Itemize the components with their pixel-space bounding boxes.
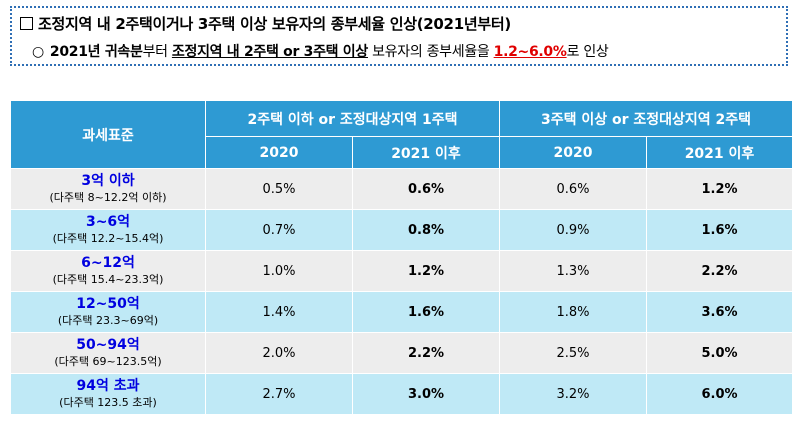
tax-band: 50~94억 xyxy=(76,337,140,354)
tax-band: 12~50억 xyxy=(76,296,140,313)
rate-g2-2021: 1.2% xyxy=(646,168,793,210)
tax-band-multi: (다주택 123.5 초과) xyxy=(59,395,157,409)
notice-description: ○ 2021년 귀속분부터 조정지역 내 2주택 or 3주택 이상 보유자의 종… xyxy=(32,41,609,61)
rate-g2-2020: 3.2% xyxy=(499,373,647,415)
table-row: 94억 초과 (다주택 123.5 초과) 2.7% 3.0% 3.2% 6.0% xyxy=(10,373,793,415)
notice-text-rate: 보유자의 종부세율을 xyxy=(367,44,494,60)
rate-g1-2021: 0.6% xyxy=(352,168,500,210)
table-row: 3억 이하 (다주택 8~12.2억 이하) 0.5% 0.6% 0.6% 1.2… xyxy=(10,168,793,210)
rate-g2-2021: 1.6% xyxy=(646,209,793,251)
notice-rate-range: 1.2~6.0% xyxy=(493,44,567,60)
tax-band-multi: (다주택 8~12.2억 이하) xyxy=(49,190,167,204)
tax-band-cell: 12~50억 (다주택 23.3~69억) xyxy=(10,291,206,333)
rate-g2-2021: 2.2% xyxy=(646,250,793,292)
header-group-2: 3주택 이상 or 조정대상지역 2주택 xyxy=(499,100,793,137)
rate-g1-2021: 3.0% xyxy=(352,373,500,415)
rate-g2-2020: 0.6% xyxy=(499,168,647,210)
rate-g2-2020: 1.8% xyxy=(499,291,647,333)
notice-title-text: 조정지역 내 2주택이거나 3주택 이상 보유자의 종부세율 인상(2021년부… xyxy=(38,15,511,33)
table-row: 6~12억 (다주택 15.4~23.3억) 1.0% 1.2% 1.3% 2.2… xyxy=(10,250,793,292)
tax-band-cell: 50~94억 (다주택 69~123.5억) xyxy=(10,332,206,374)
tax-band-cell: 3~6억 (다주택 12.2~15.4억) xyxy=(10,209,206,251)
rate-g2-2020: 1.3% xyxy=(499,250,647,292)
notice-text-from: 부터 xyxy=(142,44,172,60)
notice-target: 조정지역 내 2주택 or 3주택 이상 xyxy=(171,44,368,60)
table-row: 3~6억 (다주택 12.2~15.4억) 0.7% 0.8% 0.9% 1.6% xyxy=(10,209,793,251)
tax-band: 94억 초과 xyxy=(76,378,140,395)
rate-g1-2020: 0.5% xyxy=(205,168,353,210)
tax-band-cell: 6~12억 (다주택 15.4~23.3억) xyxy=(10,250,206,292)
notice-box: 조정지역 내 2주택이거나 3주택 이상 보유자의 종부세율 인상(2021년부… xyxy=(10,6,788,66)
checkbox-square-icon xyxy=(20,17,33,30)
rate-g1-2020: 2.7% xyxy=(205,373,353,415)
tax-band-multi: (다주택 15.4~23.3억) xyxy=(52,272,164,286)
tax-band-multi: (다주택 23.3~69억) xyxy=(57,313,159,327)
rate-g1-2020: 1.4% xyxy=(205,291,353,333)
rate-g2-2021: 5.0% xyxy=(646,332,793,374)
tax-band: 3~6억 xyxy=(85,214,131,231)
bullet-circle: ○ xyxy=(32,44,44,60)
rate-g2-2020: 2.5% xyxy=(499,332,647,374)
rate-g2-2020: 0.9% xyxy=(499,209,647,251)
tax-band-multi: (다주택 69~123.5억) xyxy=(54,354,162,368)
rate-g1-2021: 1.6% xyxy=(352,291,500,333)
rate-g1-2021: 0.8% xyxy=(352,209,500,251)
tax-rate-table: 과세표준 2주택 이하 or 조정대상지역 1주택 3주택 이상 or 조정대상… xyxy=(10,100,793,415)
tax-band: 6~12억 xyxy=(81,255,135,272)
header-tax-base: 과세표준 xyxy=(10,100,206,169)
notice-title: 조정지역 내 2주택이거나 3주택 이상 보유자의 종부세율 인상(2021년부… xyxy=(20,13,511,34)
table-row: 12~50억 (다주택 23.3~69억) 1.4% 1.6% 1.8% 3.6% xyxy=(10,291,793,333)
notice-text-raise: 로 인상 xyxy=(566,44,609,60)
header-group-1: 2주택 이하 or 조정대상지역 1주택 xyxy=(205,100,500,137)
rate-g1-2021: 1.2% xyxy=(352,250,500,292)
rate-g1-2020: 0.7% xyxy=(205,209,353,251)
header-g1-2021: 2021 이후 xyxy=(352,136,500,169)
tax-band-multi: (다주택 12.2~15.4억) xyxy=(52,231,164,245)
header-g1-2020: 2020 xyxy=(205,136,353,169)
notice-year: 2021년 귀속분 xyxy=(49,44,143,60)
rate-g1-2020: 2.0% xyxy=(205,332,353,374)
tax-band: 3억 이하 xyxy=(81,173,135,190)
tax-band-cell: 94억 초과 (다주택 123.5 초과) xyxy=(10,373,206,415)
rate-g2-2021: 3.6% xyxy=(646,291,793,333)
table-row: 50~94억 (다주택 69~123.5억) 2.0% 2.2% 2.5% 5.0… xyxy=(10,332,793,374)
header-g2-2021: 2021 이후 xyxy=(646,136,793,169)
rate-g1-2021: 2.2% xyxy=(352,332,500,374)
tax-band-cell: 3억 이하 (다주택 8~12.2억 이하) xyxy=(10,168,206,210)
rate-g2-2021: 6.0% xyxy=(646,373,793,415)
header-g2-2020: 2020 xyxy=(499,136,647,169)
rate-g1-2020: 1.0% xyxy=(205,250,353,292)
